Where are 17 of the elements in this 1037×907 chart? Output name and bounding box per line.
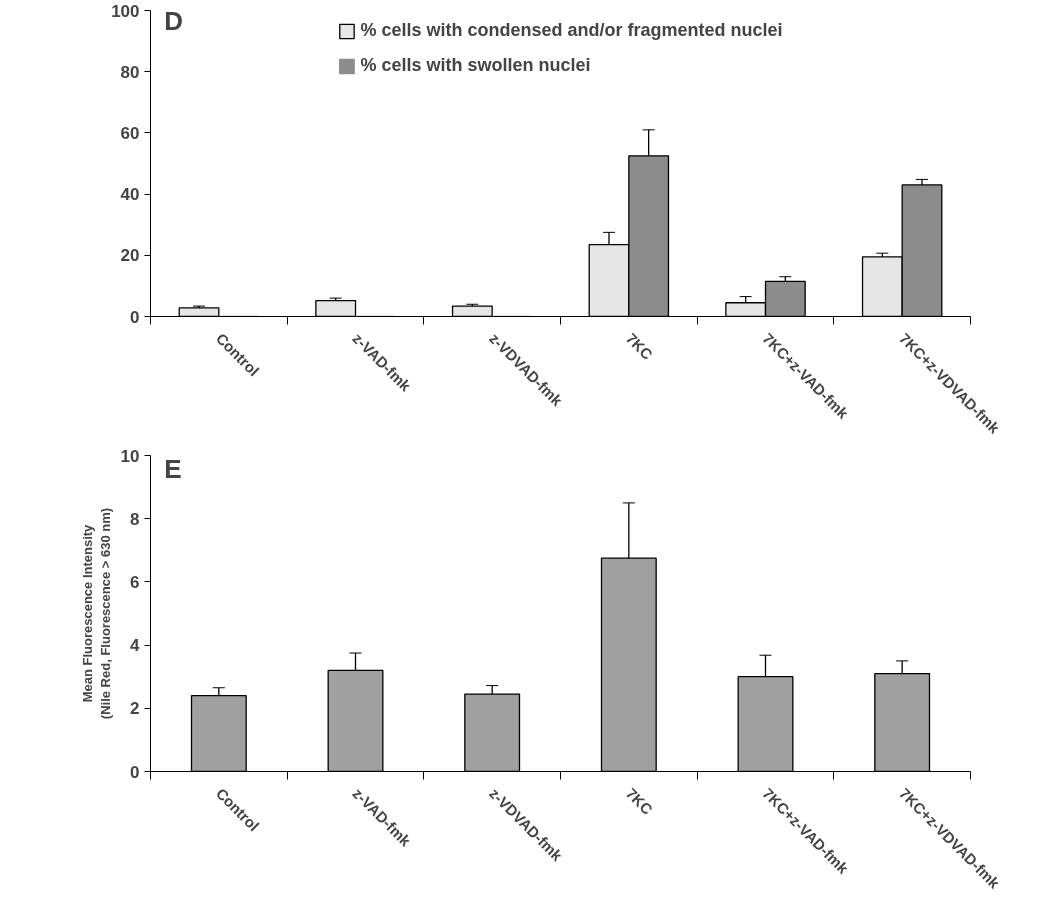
legend-label: % cells with condensed and/or fragmented nuclei: [360, 20, 783, 41]
y-tick-label: 10: [120, 446, 140, 466]
y-tick-label: 80: [120, 62, 140, 82]
y-tick-label: 40: [120, 185, 140, 205]
y-tick-label: 0: [130, 307, 140, 327]
annotation: E: [164, 453, 182, 484]
y-axis-title: Mean Fluorescence Intensity (Nile Red, Fluorescence > 630 nm): [79, 507, 113, 720]
y-tick-label: 8: [130, 509, 140, 529]
y-tick-label: 0: [130, 762, 140, 782]
y-tick-label: 4: [130, 636, 141, 656]
y-tick-label: 6: [130, 572, 140, 592]
y-tick-label: 20: [120, 246, 140, 266]
y-tick-label: 60: [120, 123, 140, 143]
y-tick-label: 2: [130, 699, 140, 719]
annotation: D: [164, 5, 183, 36]
y-tick-label: 100: [111, 1, 140, 21]
legend-label: % cells with swollen nuclei: [360, 55, 591, 76]
